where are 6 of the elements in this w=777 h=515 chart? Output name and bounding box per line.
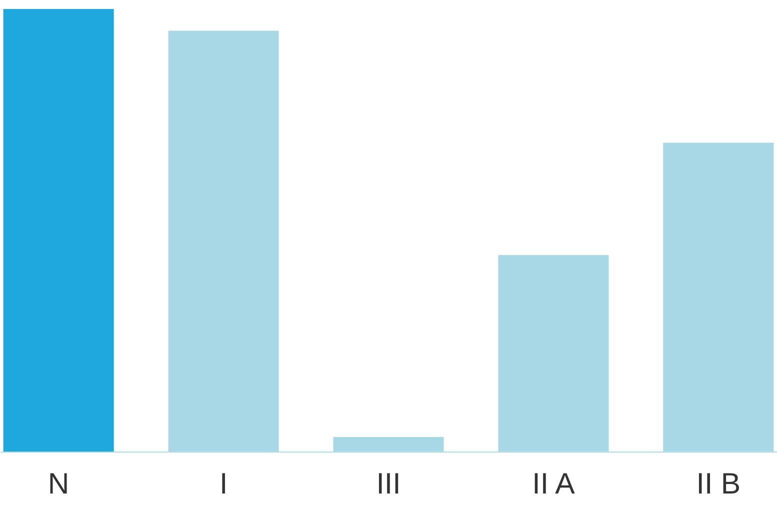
bar xyxy=(3,9,114,452)
x-tick-label: II B xyxy=(696,467,741,500)
x-tick-label: N xyxy=(48,467,70,500)
x-tick-label: I xyxy=(219,467,228,500)
x-tick-label: II A xyxy=(532,467,576,500)
x-tick-label: III xyxy=(376,467,401,500)
